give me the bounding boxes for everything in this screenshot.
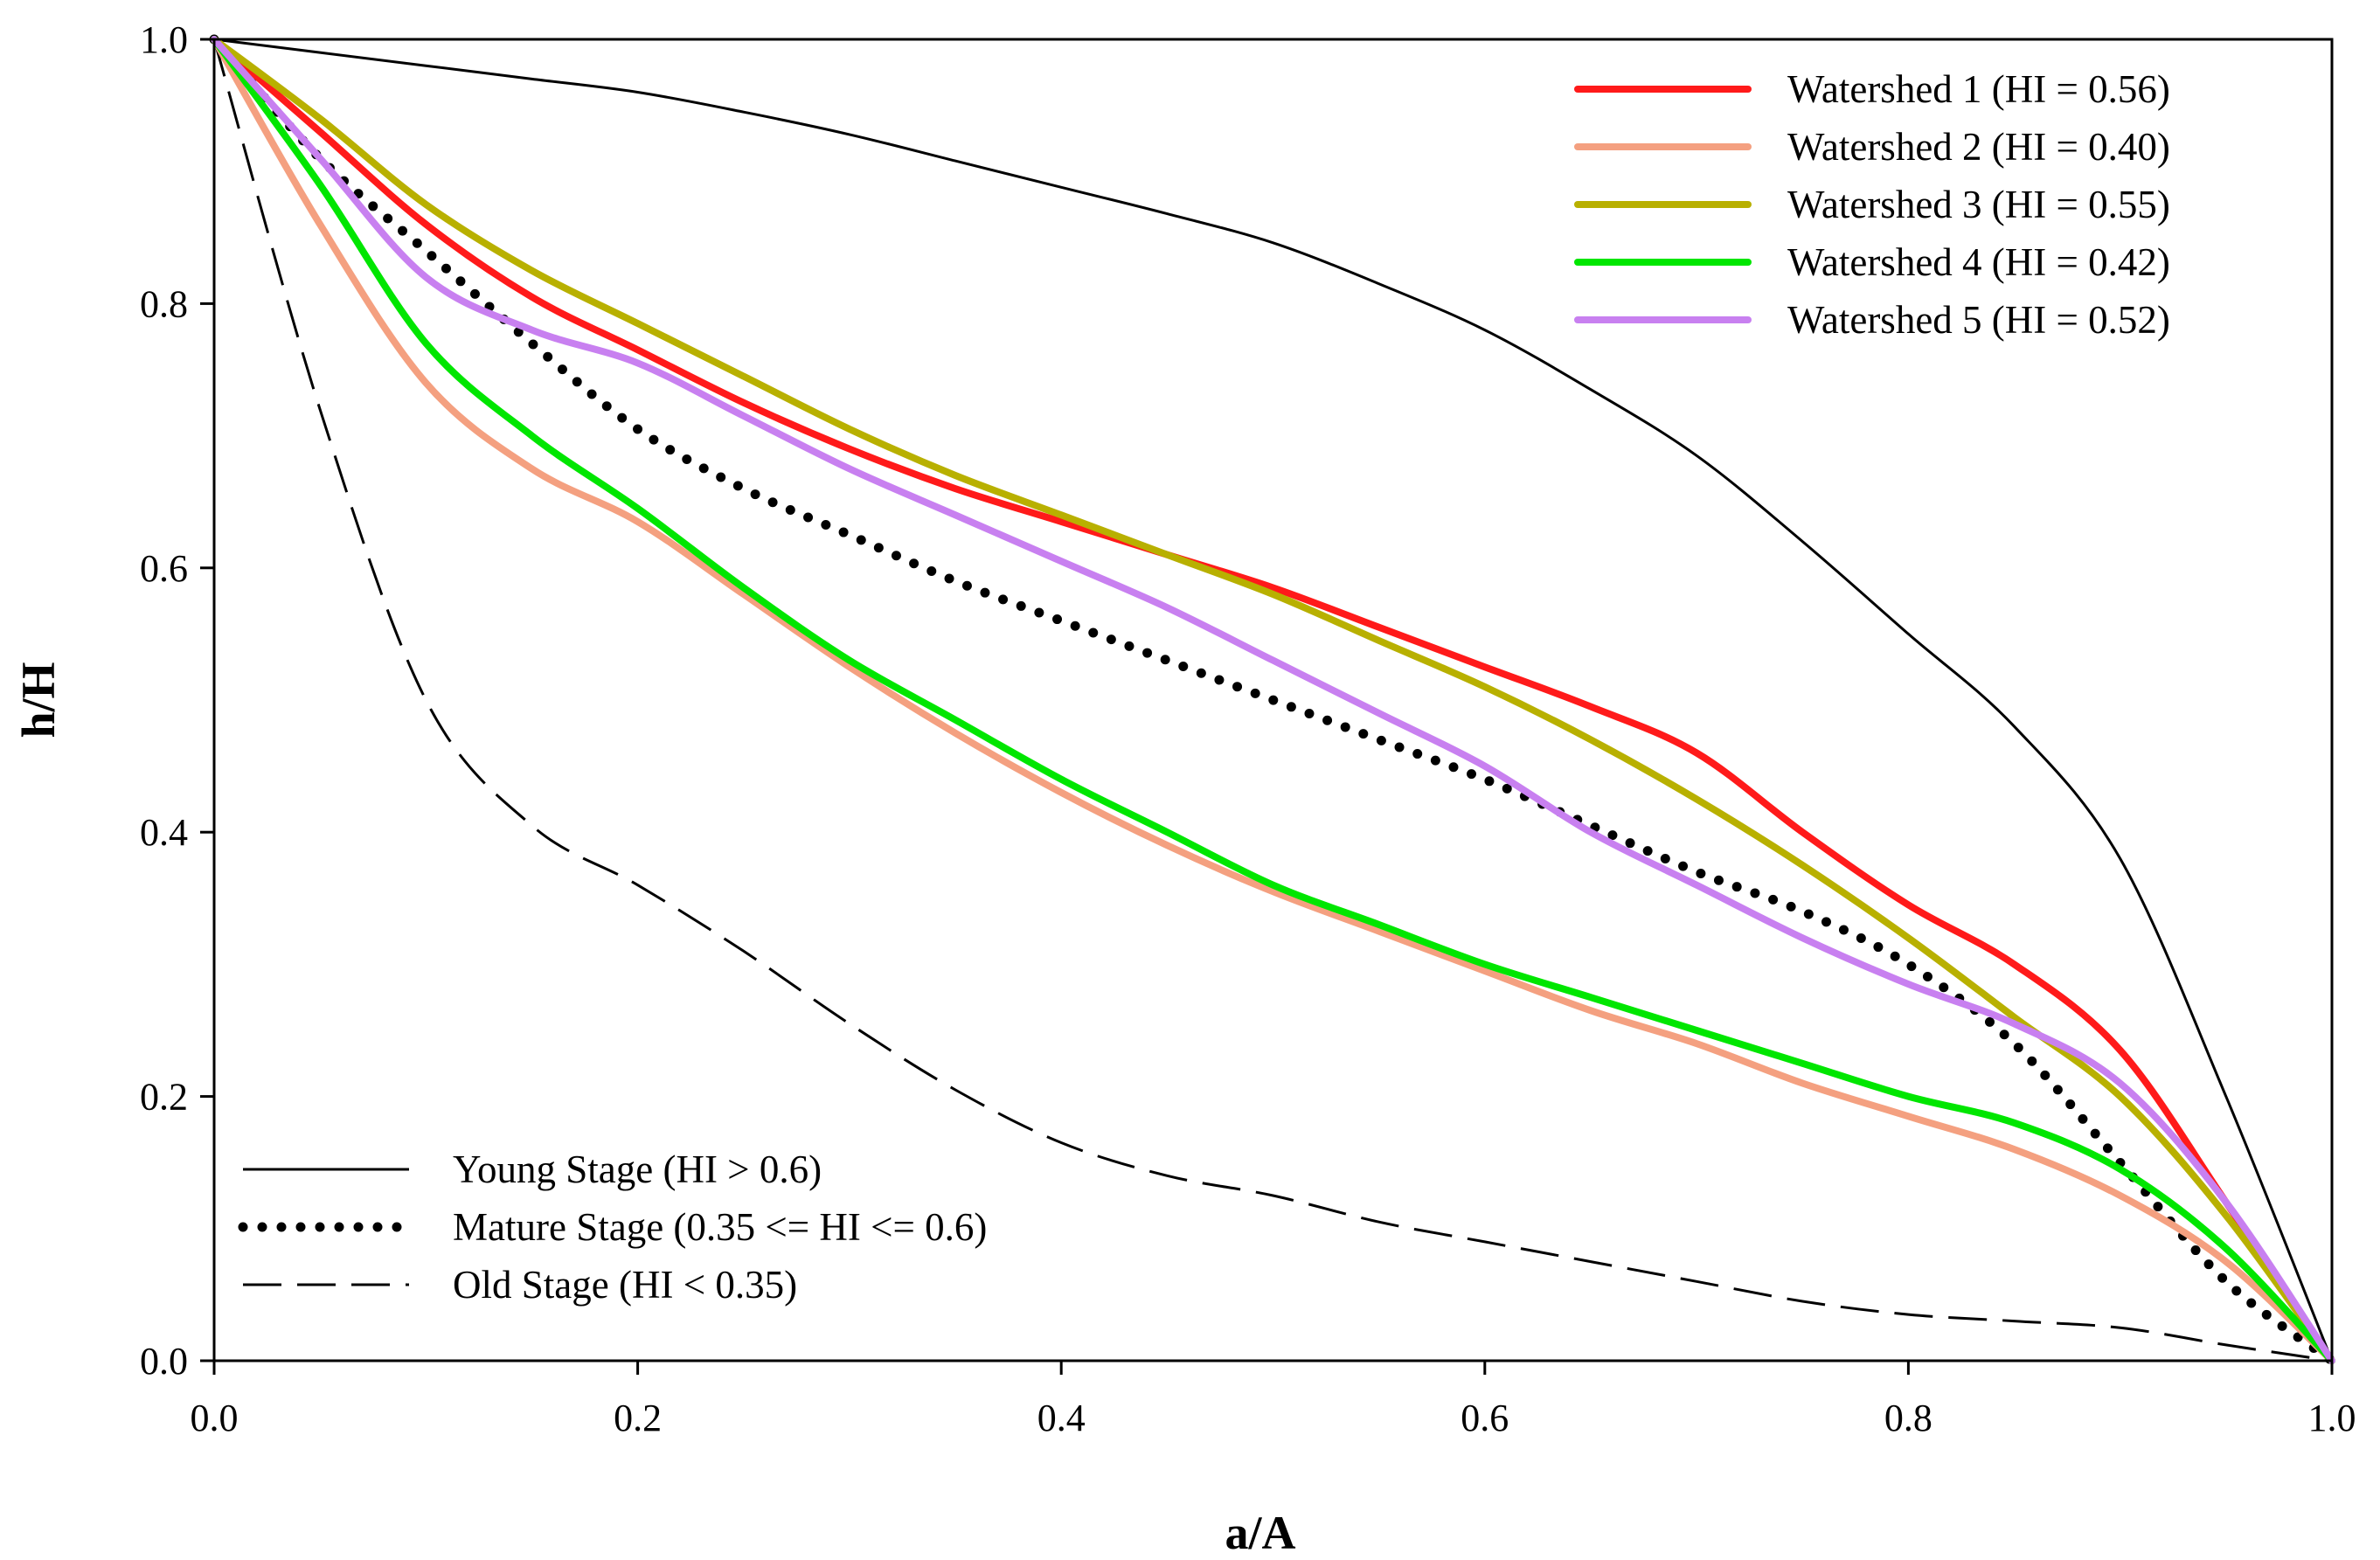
legend-watersheds: Watershed 1 (HI = 0.56) Watershed 2 (HI =… [1574,67,2170,342]
x-tick-label: 1.0 [2308,1397,2356,1439]
y-axis: 0.0 0.2 0.4 0.6 0.8 1.0 [140,18,214,1383]
series-layer [209,34,2337,1366]
y-tick-label: 0.2 [140,1076,188,1119]
series-2-legend-label: Watershed 2 (HI = 0.40) [1787,125,2170,169]
series-1-line [211,36,2335,1364]
series-3-line [211,36,2335,1364]
y-axis-title: h/H [12,662,65,738]
series-4-line [211,36,2335,1364]
series-7-legend-label: Mature Stage (0.35 <= HI <= 0.6) [453,1205,987,1249]
x-tick-label: 0.4 [1037,1397,1086,1439]
x-tick-label: 0.0 [191,1397,239,1439]
series-4-legend-label: Watershed 4 (HI = 0.42) [1787,240,2170,284]
y-tick-label: 0.8 [140,282,188,325]
y-tick-label: 0.0 [140,1340,188,1383]
x-tick-label: 0.6 [1461,1397,1509,1439]
series-5-line [211,36,2335,1364]
x-tick-label: 0.8 [1884,1397,1932,1439]
plot-frame [212,38,2334,1362]
series-8-line [212,38,2333,1362]
x-axis: 0.0 0.2 0.4 0.6 0.8 1.0 [191,1361,2356,1439]
y-tick-label: 0.6 [140,547,188,590]
series-5-legend-label: Watershed 5 (HI = 0.52) [1787,298,2170,342]
series-6-line [213,38,2334,1362]
series-1-legend-label: Watershed 1 (HI = 0.56) [1787,67,2170,111]
series-3-legend-label: Watershed 3 (HI = 0.55) [1787,183,2170,226]
series-2-line [211,36,2335,1364]
y-tick-label: 0.4 [140,811,188,854]
x-tick-label: 0.2 [614,1397,662,1439]
x-axis-title: a/A [1225,1507,1296,1559]
y-tick-label: 1.0 [140,18,188,61]
series-7-line [209,34,2337,1366]
legend-stages: Young Stage (HI > 0.6) Mature Stage (0.35… [238,1147,987,1307]
series-8-legend-label: Old Stage (HI < 0.35) [453,1263,797,1307]
series-6-legend-label: Young Stage (HI > 0.6) [453,1147,822,1191]
